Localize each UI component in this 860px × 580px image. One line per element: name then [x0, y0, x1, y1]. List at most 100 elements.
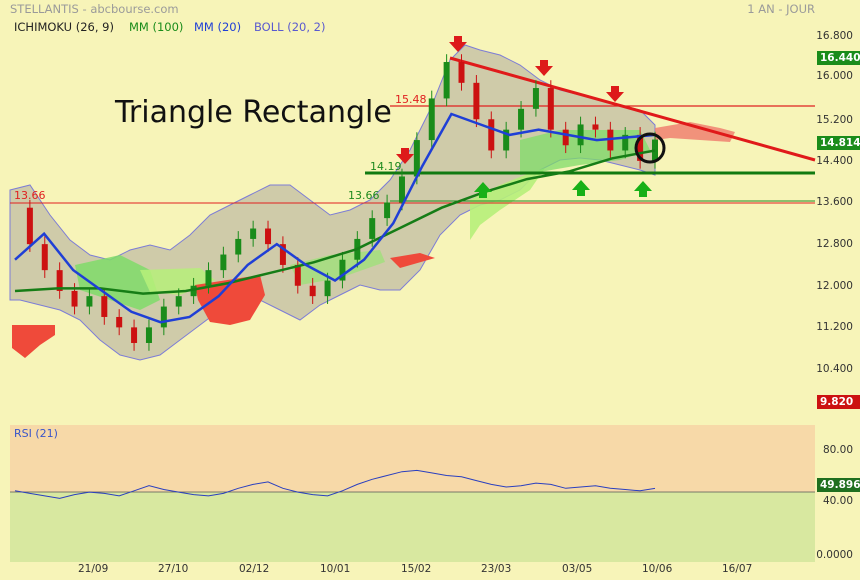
candle-body — [160, 306, 167, 328]
level-label-13-66-green: 13.66 — [348, 189, 380, 202]
y-tick: 14.400 — [816, 155, 853, 167]
candle-body — [175, 296, 182, 307]
bottom-price-badge: 9.820 — [817, 395, 860, 409]
candle-body — [190, 285, 197, 297]
rsi-tick: 80.00 — [822, 444, 853, 456]
candle-body — [398, 176, 405, 203]
rsi-line — [14, 469, 656, 499]
y-tick: 11.200 — [816, 321, 853, 333]
candle-body — [294, 264, 301, 286]
red-arrow-2 — [449, 36, 467, 52]
candle-body — [56, 270, 63, 291]
candle-body — [145, 327, 152, 343]
green-arrow-3 — [634, 181, 652, 197]
kumo-green-lower — [470, 168, 545, 240]
y-tick: 16.800 — [816, 30, 853, 42]
app-title: STELLANTIS - abcbourse.com — [10, 2, 179, 16]
x-tick: 10/01 — [320, 563, 351, 575]
top-price-badge: 16.440 — [817, 51, 860, 65]
candle-body — [458, 62, 465, 83]
x-tick: 27/10 — [158, 563, 189, 575]
candle-body — [384, 202, 391, 219]
red-arrow-3 — [535, 60, 553, 76]
candle-body — [473, 82, 480, 120]
y-tick: 12.800 — [816, 238, 853, 250]
last-price-badge: 14.814 — [817, 136, 860, 150]
candle-body — [41, 244, 48, 271]
x-tick: 10/06 — [642, 563, 673, 575]
rsi-label: RSI (21) — [14, 427, 58, 440]
rsi-tick: 40.00 — [822, 495, 853, 507]
candle-body — [265, 228, 272, 245]
x-tick: 03/05 — [562, 563, 593, 575]
green-arrow-2 — [572, 180, 590, 196]
x-tick: 21/09 — [78, 563, 109, 575]
candle-body — [250, 228, 257, 239]
kumo-green-left — [75, 255, 160, 310]
legend-ichimoku[interactable]: ICHIMOKU (26, 9) — [14, 20, 114, 34]
level-label-13-66-red: 13.66 — [14, 189, 46, 202]
candle-body — [443, 62, 450, 99]
rsi-tick: 0.0000 — [816, 549, 853, 561]
mm20-line — [14, 112, 656, 324]
candle-body — [652, 139, 658, 161]
x-tick: 23/03 — [481, 563, 512, 575]
candle-body — [413, 140, 420, 177]
highlight-circle — [634, 132, 666, 164]
x-tick: 15/02 — [401, 563, 432, 575]
candle-body — [101, 296, 108, 317]
kumo-green-mid — [140, 268, 215, 295]
candle-body — [309, 285, 316, 297]
candle-body — [488, 119, 495, 151]
legend-mm100[interactable]: MM (100) — [129, 20, 184, 34]
candle-body — [369, 218, 376, 239]
green-arrow-1 — [474, 182, 492, 198]
candle-body — [339, 259, 346, 281]
kumo-green-upper — [520, 130, 650, 175]
legend: ICHIMOKU (26, 9) MM (100) MM (20) BOLL (… — [14, 20, 434, 36]
red-arrow-1 — [396, 148, 414, 164]
candle-body — [562, 129, 569, 146]
candle-body — [532, 88, 539, 109]
candle-body — [324, 280, 331, 297]
legend-boll[interactable]: BOLL (20, 2) — [254, 20, 326, 34]
y-tick: 16.000 — [816, 70, 853, 82]
candle-body — [279, 244, 286, 265]
rsi-lower-zone — [10, 492, 815, 562]
candle-body — [26, 207, 33, 245]
y-tick: 12.000 — [816, 280, 853, 292]
mm100-line — [14, 149, 656, 295]
candle-body — [220, 254, 227, 271]
kumo-red-left — [12, 325, 55, 358]
kumo-red-right — [655, 122, 735, 142]
red-arrow-4 — [606, 86, 624, 102]
candles-group — [26, 54, 658, 351]
pattern-annotation: Triangle Rectangle — [114, 95, 392, 130]
y-tick: 10.400 — [816, 363, 853, 375]
legend-mm20[interactable]: MM (20) — [194, 20, 242, 34]
kumo-red-mid — [195, 275, 265, 325]
rsi-value-badge: 49.896 — [817, 478, 860, 492]
candle-body — [547, 88, 554, 130]
x-tick: 16/07 — [722, 563, 753, 575]
level-label-15-48: 15.48 — [395, 93, 427, 106]
candle-body — [116, 316, 123, 328]
candle-body — [71, 290, 78, 307]
candle-body — [622, 134, 629, 151]
candle-body — [428, 98, 435, 141]
candle-body — [235, 238, 242, 255]
candle-body — [205, 270, 212, 286]
kumo-green-cloud2 — [290, 250, 385, 285]
descending-trendline — [449, 56, 816, 162]
candle-body — [577, 124, 584, 146]
y-tick: 13.600 — [816, 196, 853, 208]
y-tick: 15.200 — [816, 114, 853, 126]
candle-body — [592, 124, 599, 130]
candle-body — [518, 108, 525, 130]
period-label: 1 AN - JOUR — [747, 2, 815, 16]
kumo-red-small — [390, 253, 435, 268]
level-label-14-19: 14.19 — [370, 160, 402, 173]
candle-body — [86, 296, 93, 307]
candle-body — [637, 134, 644, 161]
